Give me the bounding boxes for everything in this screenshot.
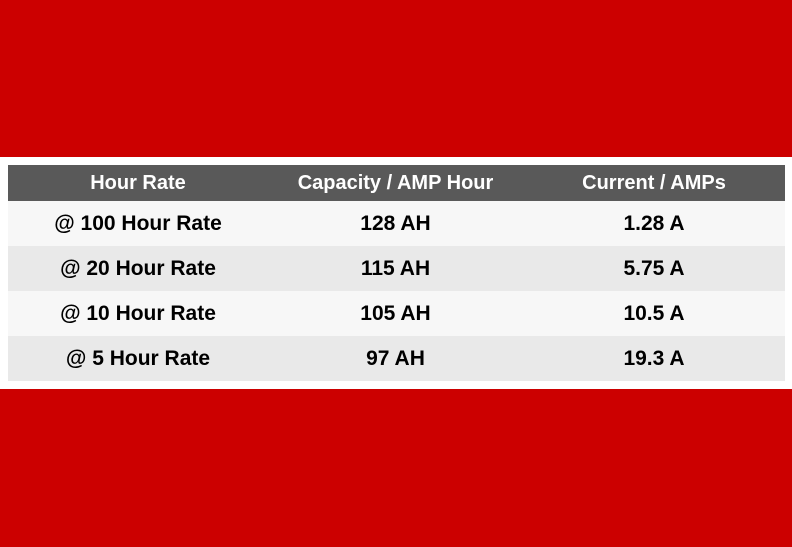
table-row: @ 10 Hour Rate 105 AH 10.5 A (8, 291, 785, 336)
cell-current: 1.28 A (523, 201, 785, 246)
bottom-red-band (0, 389, 792, 547)
header-capacity: Capacity / AMP Hour (268, 165, 523, 201)
table-row: @ 20 Hour Rate 115 AH 5.75 A (8, 246, 785, 291)
table-header-row: Hour Rate Capacity / AMP Hour Current / … (8, 165, 785, 201)
cell-capacity: 128 AH (268, 201, 523, 246)
table-row: @ 5 Hour Rate 97 AH 19.3 A (8, 336, 785, 381)
cell-capacity: 115 AH (268, 246, 523, 291)
cell-current: 19.3 A (523, 336, 785, 381)
cell-hour-rate: @ 100 Hour Rate (8, 201, 268, 246)
table-row: @ 100 Hour Rate 128 AH 1.28 A (8, 201, 785, 246)
cell-capacity: 97 AH (268, 336, 523, 381)
battery-capacity-table: Hour Rate Capacity / AMP Hour Current / … (8, 165, 785, 381)
cell-hour-rate: @ 20 Hour Rate (8, 246, 268, 291)
cell-hour-rate: @ 10 Hour Rate (8, 291, 268, 336)
cell-capacity: 105 AH (268, 291, 523, 336)
cell-current: 10.5 A (523, 291, 785, 336)
cell-current: 5.75 A (523, 246, 785, 291)
top-red-band (0, 0, 792, 157)
header-current: Current / AMPs (523, 165, 785, 201)
cell-hour-rate: @ 5 Hour Rate (8, 336, 268, 381)
battery-capacity-table-container: Hour Rate Capacity / AMP Hour Current / … (8, 165, 785, 381)
header-hour-rate: Hour Rate (8, 165, 268, 201)
